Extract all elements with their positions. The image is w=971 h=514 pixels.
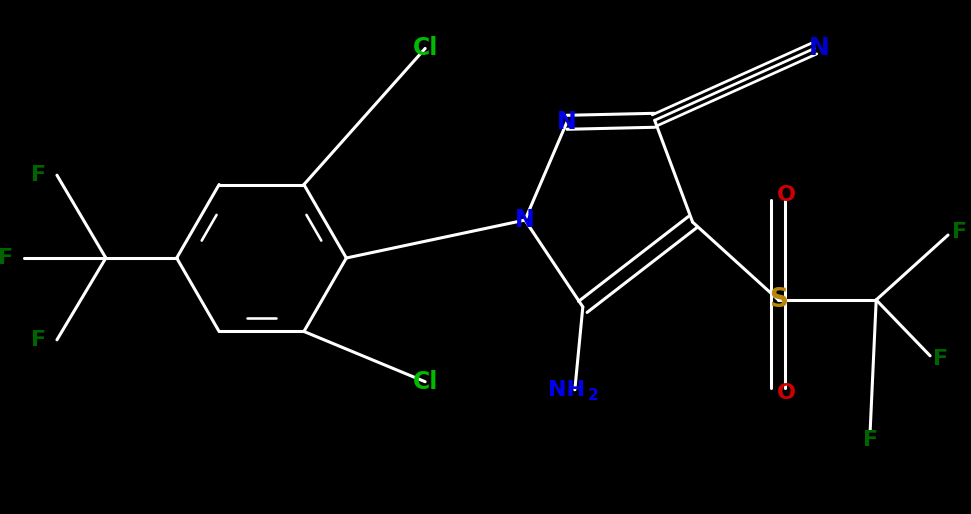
- Text: Cl: Cl: [413, 36, 438, 61]
- Text: S: S: [769, 287, 787, 313]
- Text: O: O: [777, 185, 796, 205]
- Text: F: F: [862, 430, 878, 450]
- Text: N: N: [809, 36, 830, 61]
- Text: F: F: [932, 349, 948, 369]
- Text: F: F: [0, 248, 14, 268]
- Text: F: F: [31, 165, 47, 185]
- Text: NH: NH: [549, 380, 586, 400]
- Text: 2: 2: [587, 388, 598, 403]
- Text: N: N: [557, 111, 577, 134]
- Text: O: O: [777, 383, 796, 402]
- Text: Cl: Cl: [413, 370, 438, 394]
- Text: F: F: [953, 222, 967, 242]
- Text: N: N: [515, 208, 535, 232]
- Text: F: F: [31, 330, 47, 350]
